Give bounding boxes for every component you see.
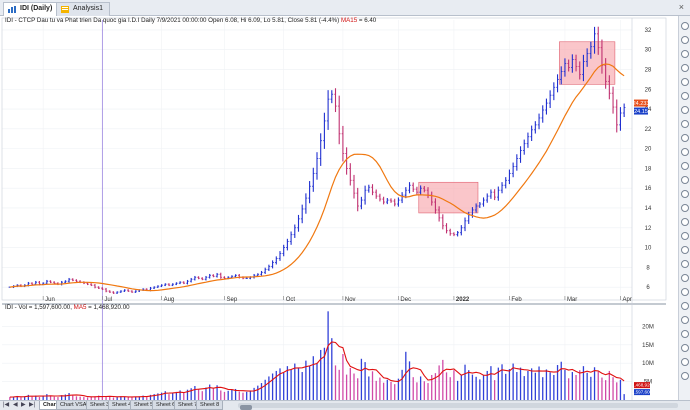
toolbar-button-icon[interactable] [681,106,689,114]
price-tag [634,107,648,115]
month-label: Jul [104,297,112,303]
toolbar-button-icon[interactable] [681,162,689,170]
window-close-icon[interactable]: × [678,2,684,12]
month-label: Sep [226,297,237,303]
ma-label: MA15 [340,17,358,24]
price-tick-label: 32 [645,28,652,34]
toolbar-button-icon[interactable] [681,302,689,310]
sheet-tab-bar: |◀ ◀ ▶ ▶| Chart Chart VSA Sheet 3 Sheet … [0,400,690,410]
volume-ma-tag [634,382,650,389]
tab-analysis1[interactable]: Analysis1 [56,2,110,16]
toolbar-button-icon[interactable] [681,120,689,128]
volume-label: IDI - Vol [5,304,28,311]
month-label: Mar [567,297,577,303]
price-tick-label: 12 [645,226,652,232]
toolbar-button-icon[interactable] [681,78,689,86]
toolbar-button-icon[interactable] [681,330,689,338]
volume-tick-label: 10M [642,361,654,367]
price-tick-label: 14 [645,206,652,212]
price-bars [8,26,626,294]
document-tab-bar: IDI (Daily)× Analysis1 × [0,0,690,16]
toolbar-button-icon[interactable] [681,134,689,142]
ohlc-info: Daily 7/9/2021 00:00:00 Open 6.08, Hi 6.… [141,17,340,24]
tab-label: IDI (Daily) [20,5,53,12]
price-tick-label: 30 [645,48,652,54]
volume-ma-tag-label: 1,468,920 [632,383,653,388]
toolbar-button-icon[interactable] [681,218,689,226]
ma-tag-label: 24.233 [633,101,650,107]
scrollbar-thumb[interactable] [240,405,252,410]
month-label: Dec [400,297,411,303]
toolbar-button-icon[interactable] [681,372,689,380]
volume-ma-label: MA5 [73,304,87,311]
price-tick-label: 16 [645,186,652,192]
price-tag-label: 24.15 [634,109,648,115]
analysis-icon [61,6,69,13]
price-tick-label: 18 [645,166,652,172]
toolbar-button-icon[interactable] [681,316,689,324]
next-sheet-icon[interactable]: ▶ [21,402,26,408]
toolbar-button-icon[interactable] [681,92,689,100]
volume-tick-label: 15M [642,343,654,349]
toolbar-button-icon[interactable] [681,176,689,184]
price-tick-label: 24 [645,107,652,113]
sheet-tab-sheet-8[interactable]: Sheet 8 [196,401,224,410]
toolbar-button-icon[interactable] [681,204,689,212]
toolbar-button-icon[interactable] [681,50,689,58]
month-label: Feb [511,297,522,303]
volume-value: = 1,597,600.00 [28,304,71,311]
price-tick-label: 20 [645,147,652,153]
toolbar-button-icon[interactable] [681,358,689,366]
month-label: Jun [45,297,55,303]
grid [2,20,632,400]
month-label: Nov [345,297,356,303]
volume-ma-line [9,341,625,398]
price-volume-chart[interactable]: 3230282624222018161412108620M15M10M5MJun… [0,16,678,400]
axes: 3230282624222018161412108620M15M10M5MJun… [1,17,667,400]
highlight-boxes [418,41,616,214]
toolbar-button-icon[interactable] [681,344,689,352]
volume-pane-header: IDI - Vol = 1,597,600.00, MA5 = 1,468,92… [5,304,130,311]
toolbar-button-icon[interactable] [681,288,689,296]
price-tick-label: 22 [645,127,652,133]
ma-line [9,63,625,292]
right-toolbar [678,16,690,400]
month-label: Oct [286,297,296,303]
price-tick-label: 10 [645,246,652,252]
tab-label: Analysis1 [73,5,103,12]
price-pane-frame [1,17,667,301]
toolbar-button-icon[interactable] [681,36,689,44]
price-tick-label: 26 [645,87,652,93]
chart-icon [8,6,16,13]
toolbar-button-icon[interactable] [681,260,689,268]
highlight-box [418,181,479,214]
toolbar-button-icon[interactable] [681,246,689,254]
volume-bars [9,311,625,400]
toolbar-button-icon[interactable] [681,148,689,156]
prev-sheet-icon[interactable]: ◀ [13,402,18,408]
price-tick-label: 8 [646,265,650,271]
price-tick-label: 28 [645,67,652,73]
toolbar-button-icon[interactable] [681,232,689,240]
symbol-label: IDI - CTCP Dau tu va Phat trien Da quoc … [5,17,140,24]
month-label: 2022 [456,297,470,303]
volume-tag [634,389,650,396]
toolbar-button-icon[interactable] [681,22,689,30]
price-pane-header: IDI - CTCP Dau tu va Phat trien Da quoc … [5,17,376,24]
last-sheet-icon[interactable]: ▶| [29,402,36,408]
volume-tag-label: 1,597,600 [632,390,653,395]
toolbar-button-icon[interactable] [681,274,689,282]
toolbar-button-icon[interactable] [681,64,689,72]
first-sheet-icon[interactable]: |◀ [3,402,10,408]
month-label: Apr [622,297,631,303]
volume-tick-label: 20M [642,324,654,330]
ma-tag [634,99,648,107]
ma-line-layer [9,63,625,292]
horizontal-scrollbar[interactable] [238,403,678,410]
ma-value: = 6.40 [358,17,377,24]
month-label: Aug [164,297,175,303]
toolbar-button-icon[interactable] [681,190,689,198]
volume-ma-value: = 1,468,920.00 [88,304,130,311]
price-tick-label: 6 [646,285,650,291]
